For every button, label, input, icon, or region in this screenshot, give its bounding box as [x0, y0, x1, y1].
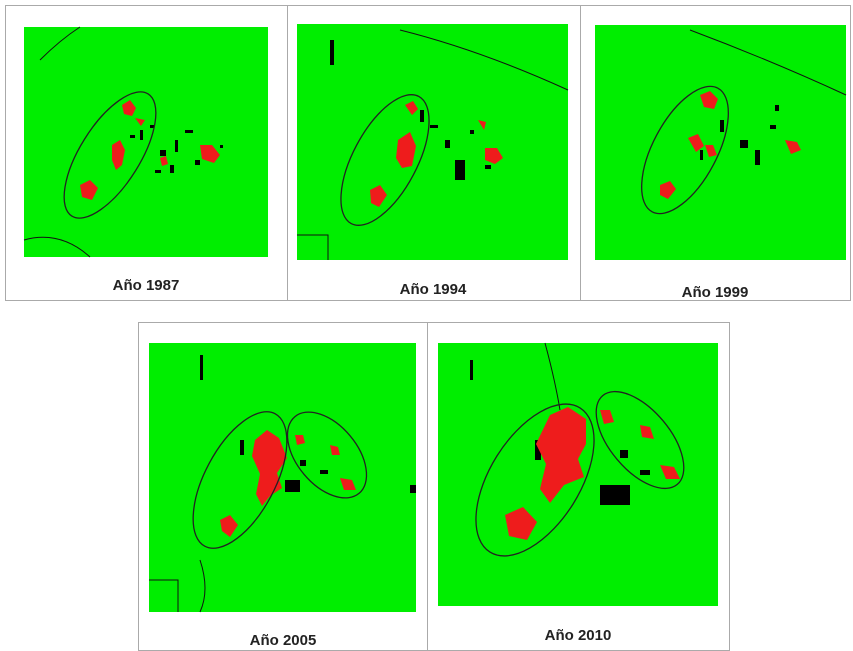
map-1987 [24, 27, 268, 257]
panel-label: Año 1987 [113, 277, 180, 294]
figure: Año 1987 Año 1994 Año 1999 Año 2005 Año … [0, 0, 853, 651]
map-1994 [297, 24, 568, 260]
map-2005 [149, 343, 416, 612]
map-1999 [595, 25, 846, 260]
panel-label: Año 1994 [400, 281, 467, 298]
panel-label: Año 2010 [545, 627, 612, 644]
panel-label: Año 2005 [250, 632, 317, 649]
panel-label: Año 1999 [682, 284, 749, 301]
map-2010 [438, 343, 718, 606]
